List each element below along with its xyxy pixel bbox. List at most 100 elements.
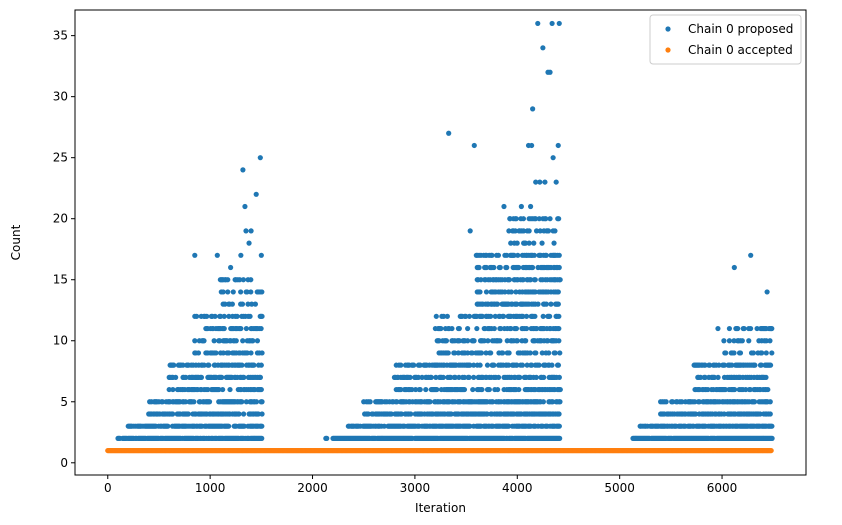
proposed-point (670, 399, 676, 405)
proposed-point (549, 20, 555, 27)
proposed-point (507, 216, 513, 222)
proposed-point (417, 386, 423, 393)
proposed-point (220, 289, 226, 295)
legend-marker-proposed (665, 26, 671, 32)
proposed-point (467, 362, 473, 368)
proposed-point (747, 386, 753, 393)
proposed-point (696, 399, 702, 405)
proposed-point (532, 277, 538, 283)
proposed-point (741, 325, 747, 332)
proposed-point (715, 374, 721, 380)
proposed-point (501, 203, 507, 210)
proposed-point (542, 179, 548, 185)
proposed-point (537, 228, 543, 234)
proposed-point (514, 301, 520, 307)
legend-marker-accepted (665, 47, 671, 53)
proposed-point (419, 374, 425, 380)
proposed-point (259, 411, 265, 417)
proposed-point (527, 350, 533, 356)
proposed-point (545, 228, 552, 234)
proposed-point (258, 362, 264, 368)
proposed-point (165, 423, 171, 429)
proposed-point (514, 240, 520, 246)
proposed-point (533, 350, 539, 356)
proposed-point (731, 264, 737, 271)
proposed-point (752, 362, 758, 368)
proposed-point (201, 338, 207, 344)
proposed-point (257, 374, 264, 380)
proposed-point (228, 264, 234, 271)
proposed-point (758, 362, 764, 368)
proposed-point (417, 362, 423, 368)
proposed-point (244, 350, 250, 356)
proposed-point (244, 289, 250, 295)
proposed-point (241, 374, 247, 380)
proposed-point (226, 350, 232, 356)
proposed-point (486, 386, 492, 393)
proposed-point (365, 411, 371, 417)
proposed-point (259, 313, 265, 319)
proposed-point (465, 325, 471, 332)
proposed-point (216, 386, 222, 393)
proposed-point (243, 325, 249, 332)
proposed-point (494, 301, 501, 307)
proposed-point (537, 179, 543, 185)
proposed-point (483, 350, 489, 356)
proposed-point (198, 374, 205, 380)
proposed-point (506, 277, 513, 283)
proposed-point (192, 338, 198, 344)
proposed-point (452, 350, 458, 356)
proposed-point (557, 277, 563, 283)
proposed-point (529, 142, 535, 149)
proposed-point (552, 228, 558, 234)
proposed-point (456, 338, 462, 344)
y-tick-label: 0 (60, 456, 68, 470)
proposed-point (524, 362, 530, 368)
proposed-point (433, 313, 439, 319)
proposed-point (551, 240, 557, 246)
proposed-point (531, 252, 537, 258)
proposed-point (471, 374, 477, 380)
proposed-point (436, 338, 442, 344)
proposed-point (518, 203, 524, 210)
proposed-point (702, 374, 708, 380)
proposed-point (237, 277, 243, 283)
legend-label-accepted: Chain 0 accepted (688, 43, 793, 57)
proposed-point (769, 435, 775, 441)
proposed-point (242, 203, 248, 210)
proposed-point (465, 350, 471, 356)
proposed-point (240, 338, 246, 344)
proposed-point (748, 252, 754, 258)
proposed-point (764, 289, 770, 295)
proposed-point (693, 411, 699, 417)
proposed-point (531, 240, 537, 246)
proposed-point (467, 423, 473, 429)
proposed-point (479, 386, 485, 393)
proposed-point (556, 411, 562, 417)
proposed-point (528, 277, 534, 283)
proposed-point (251, 362, 257, 368)
proposed-point (444, 313, 450, 319)
proposed-point (512, 228, 518, 234)
proposed-point (547, 313, 553, 319)
proposed-point (731, 338, 737, 344)
proposed-point (523, 338, 529, 344)
proposed-point (504, 338, 510, 344)
proposed-point (477, 362, 483, 368)
proposed-point (754, 325, 760, 332)
proposed-point (461, 374, 468, 380)
proposed-point (479, 313, 485, 319)
proposed-point (481, 338, 487, 344)
proposed-point (521, 228, 527, 234)
proposed-point (249, 301, 255, 307)
proposed-point (556, 216, 562, 222)
proposed-point (191, 399, 197, 405)
proposed-point (484, 362, 491, 368)
proposed-point (513, 325, 520, 332)
x-tick-label: 1000 (195, 481, 226, 495)
proposed-point (166, 386, 172, 393)
proposed-point (550, 155, 556, 161)
proposed-point (557, 435, 563, 441)
proposed-point (225, 289, 231, 295)
proposed-point (513, 216, 519, 222)
